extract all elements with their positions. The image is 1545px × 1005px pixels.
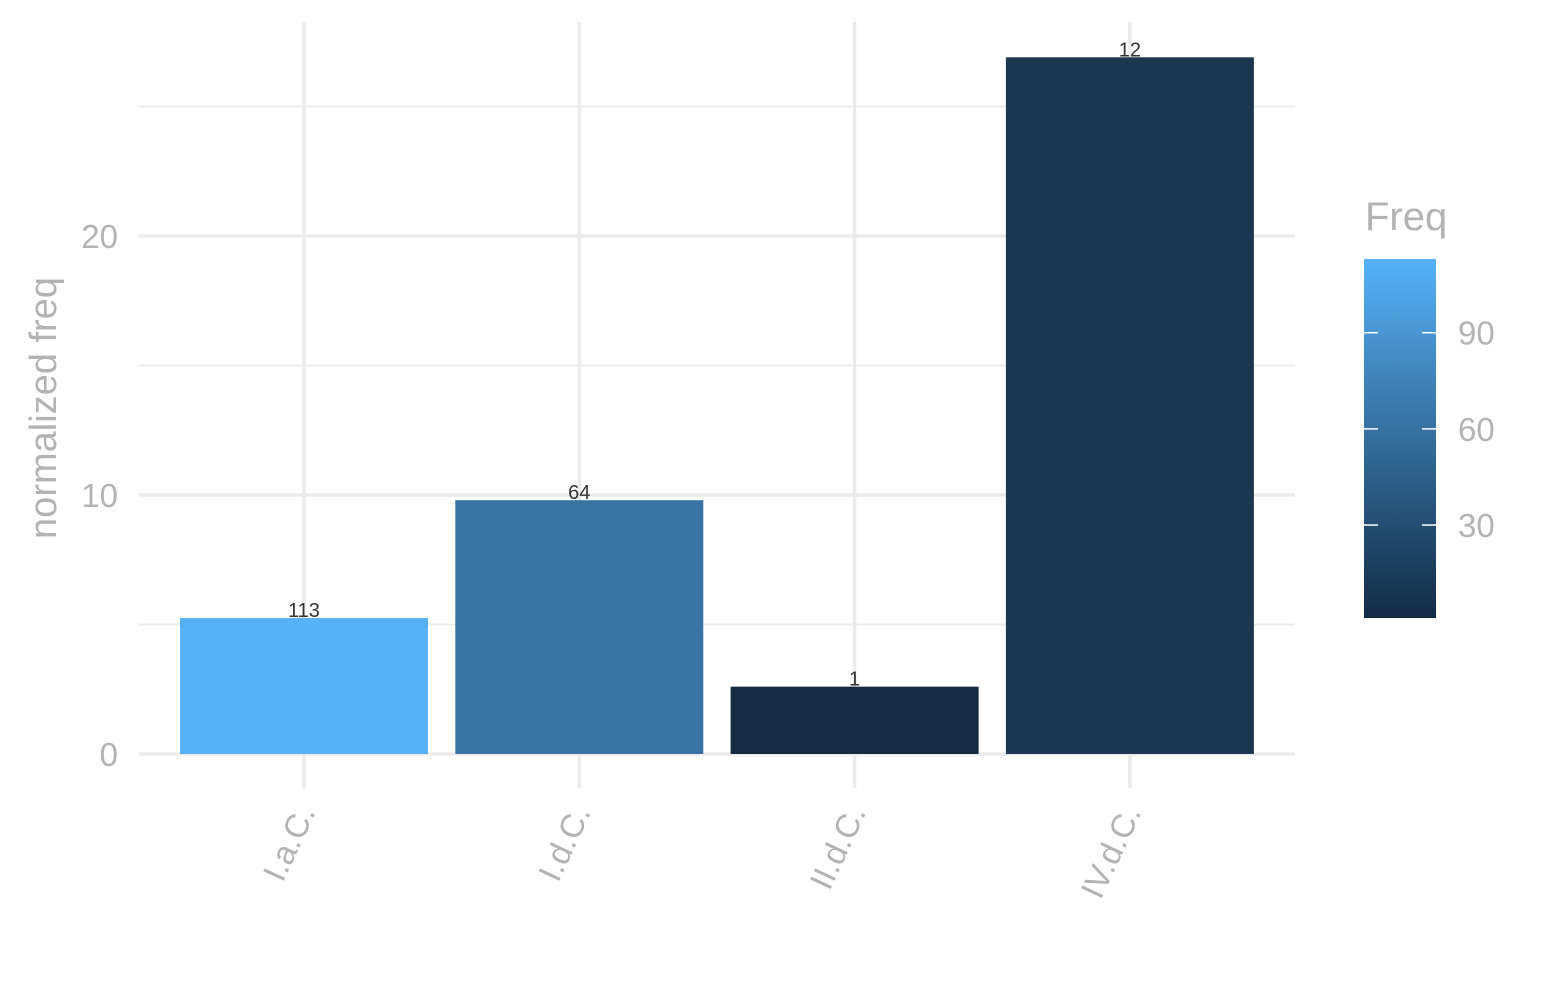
y-tick-label: 10 — [81, 477, 118, 514]
bars — [180, 57, 1254, 755]
x-tick-label: II.d.C. — [802, 799, 873, 894]
y-axis-ticks: 0 10 20 — [81, 218, 118, 773]
legend-title: Freq — [1365, 195, 1447, 239]
x-tick-label: IV.d.C. — [1073, 799, 1148, 903]
x-tick-label: I.d.C. — [531, 799, 598, 886]
bar-iidc — [730, 686, 979, 754]
bar-idc — [455, 500, 704, 754]
legend-colorbar — [1364, 259, 1436, 618]
bar-value-label: 64 — [568, 482, 590, 504]
x-tick-label: I.a.C. — [255, 799, 322, 886]
bar-iac — [180, 618, 428, 754]
bar-value-label: 1 — [849, 669, 860, 691]
legend: Freq 30 60 90 — [1364, 195, 1495, 618]
legend-ticks: 30 60 90 — [1364, 315, 1495, 544]
x-axis-ticks: I.a.C. I.d.C. II.d.C. IV.d.C. — [255, 799, 1148, 903]
y-axis-title: normalized freq — [23, 277, 65, 539]
bar-ivdc — [1005, 57, 1254, 755]
legend-tick-label: 30 — [1458, 507, 1495, 544]
legend-tick-label: 90 — [1458, 315, 1495, 352]
bar-value-label: 12 — [1119, 39, 1141, 61]
legend-tick-label: 60 — [1458, 411, 1495, 448]
y-tick-label: 20 — [81, 218, 118, 255]
y-tick-label: 0 — [100, 736, 118, 773]
bar-value-label: 113 — [288, 600, 320, 622]
data-labels: 113 64 1 12 — [288, 39, 1141, 690]
